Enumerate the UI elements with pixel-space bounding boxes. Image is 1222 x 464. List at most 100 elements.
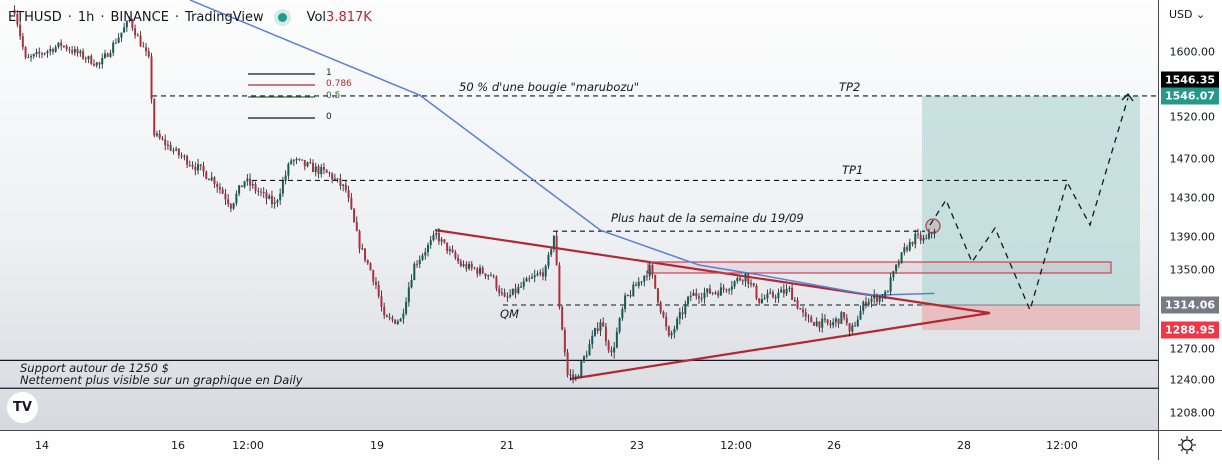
time-axis[interactable]: 14 16 12:00 19 21 23 12:00 26 28 12:00 [0,430,1158,460]
candle [424,252,427,256]
qm-label: QM [500,307,519,321]
support-annotation-line2: Nettement plus visible sur un graphique … [20,373,303,387]
candle [303,160,306,167]
candle [199,164,202,166]
candle [54,46,57,52]
candle [120,32,123,38]
candle [769,292,772,294]
projection-zigzag[interactable] [929,97,1129,312]
price-badge-tp2-drawing: 1546.35 [1161,71,1219,89]
candle [804,312,807,317]
chart-canvas[interactable] [0,0,1158,430]
currency-selector[interactable]: USD ⌄ [1169,8,1206,21]
target-zone [922,95,1140,305]
price-tick: 1270.00 [1169,342,1216,356]
candle [240,185,243,188]
candle [739,278,742,281]
candle [583,356,586,362]
candle [487,275,490,277]
candle [213,177,216,185]
candle [678,312,681,319]
price-tick: 1600.00 [1169,45,1216,59]
time-tick: 19 [370,439,384,452]
tradingview-logo[interactable]: TV [7,392,38,423]
candle [205,171,208,179]
candle [372,270,375,282]
triangle-upper-line[interactable] [434,228,991,315]
candle [886,291,889,293]
candle [561,306,564,330]
candle [760,299,763,304]
candle [854,325,857,327]
candle [232,203,235,209]
candle [917,233,919,235]
resistance-zone[interactable] [647,261,1112,274]
current-price-circle[interactable] [925,218,941,234]
candle [503,292,506,297]
interval-label[interactable]: 1h [77,10,95,25]
fib-retracement[interactable] [248,73,315,119]
candle [27,57,30,59]
candle [750,283,753,285]
candle [621,309,624,319]
candle [525,278,528,282]
candle [574,376,577,378]
candle [125,21,128,28]
candle [676,318,679,329]
candle [76,48,79,54]
price-axis[interactable]: USD ⌄ 1600.00 1520.00 1470.00 1430.00 13… [1158,0,1222,430]
chart-settings-button[interactable] [1158,430,1222,460]
candle [552,235,555,250]
candle [843,312,846,318]
candle [73,48,76,53]
candle [662,311,665,317]
symbol-label[interactable]: ETHUSD [8,10,62,25]
candle [615,331,618,348]
time-tick: 21 [500,439,514,452]
candle [834,318,837,323]
candle [547,254,550,267]
candle [522,281,525,287]
source-label: TradingView [185,10,264,25]
triangle-lower-line[interactable] [569,311,991,381]
candle [599,322,602,331]
candle [856,319,859,327]
candle [49,48,52,52]
chart-plot-area[interactable]: ETHUSD · 1h · BINANCE · TradingView Vol3… [0,0,1158,430]
time-tick: 28 [957,439,971,452]
candle [607,341,610,351]
candle [328,172,331,174]
candle [558,265,561,307]
candle [134,28,137,36]
candle [454,252,457,258]
candle [498,288,501,293]
moving-average-line [189,0,935,297]
candle [684,303,687,315]
candle [446,242,449,252]
candle [51,48,54,52]
candle [563,329,566,353]
candle [166,144,169,146]
candle [355,221,358,232]
candle [884,291,887,299]
candle [473,267,476,269]
candle [895,264,898,272]
candle [577,376,580,378]
candle [331,173,334,180]
candle [366,260,369,264]
candle [35,51,38,55]
candle [60,42,63,46]
tp1-label: TP1 [842,163,864,177]
candle [295,158,298,161]
time-tick: 12:00 [1046,439,1078,452]
candle [38,51,41,54]
time-tick: 12:00 [720,439,752,452]
candle [101,57,104,65]
candle [84,58,87,60]
candle [87,56,90,60]
candle [43,53,46,55]
candle [572,374,575,378]
candle [292,160,295,162]
candle [322,167,325,170]
candle [462,264,465,267]
